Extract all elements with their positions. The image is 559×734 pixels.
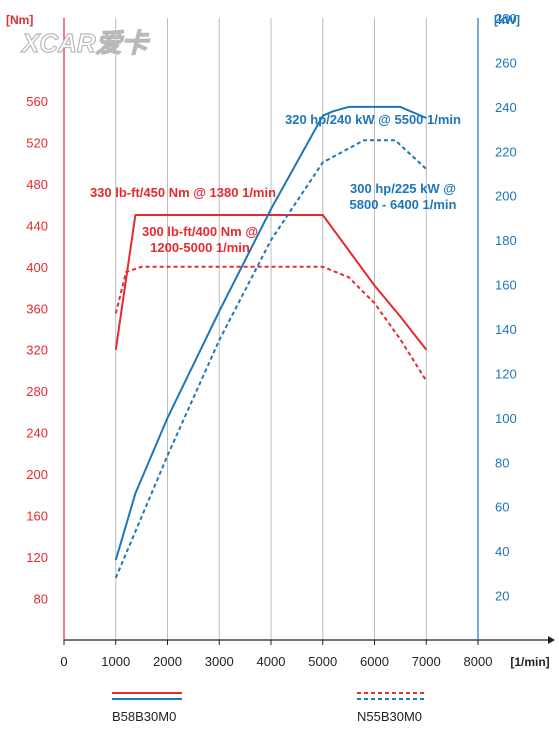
y-left-tick-label-360: 360 bbox=[26, 301, 48, 316]
y-right-tick-label-100: 100 bbox=[495, 411, 517, 426]
annotation-1-line-1: 5800 - 6400 1/min bbox=[350, 197, 457, 212]
legend-1-label: N55B30M0 bbox=[357, 709, 422, 724]
annotation-3-line-0: 300 lb-ft/400 Nm @ bbox=[142, 224, 258, 239]
x-tick-label-5000: 5000 bbox=[308, 654, 337, 669]
y-left-tick-label-520: 520 bbox=[26, 135, 48, 150]
annotation-2: 330 lb-ft/450 Nm @ 1380 1/min bbox=[90, 185, 276, 200]
y-left-tick-label-200: 200 bbox=[26, 467, 48, 482]
y-right-tick-label-120: 120 bbox=[495, 366, 517, 381]
n55b30m0-torque-line bbox=[114, 265, 428, 382]
x-tick-label-3000: 3000 bbox=[205, 654, 234, 669]
annotations: 320 hp/240 kW @ 5500 1/min 300 hp/225 kW … bbox=[90, 112, 461, 255]
y-right-unit: [kW] bbox=[494, 13, 520, 27]
y-left-tick-label-160: 160 bbox=[26, 509, 48, 524]
y-left-tick-label-120: 120 bbox=[26, 550, 48, 565]
annotation-0: 320 hp/240 kW @ 5500 1/min bbox=[285, 112, 461, 127]
annotation-2-line-0: 330 lb-ft/450 Nm @ 1380 1/min bbox=[90, 185, 276, 200]
x-tick-label-7000: 7000 bbox=[412, 654, 441, 669]
legend-0-label: B58B30M0 bbox=[112, 709, 176, 724]
annotation-3-line-1: 1200-5000 1/min bbox=[150, 240, 250, 255]
annotation-0-line-0: 320 hp/240 kW @ 5500 1/min bbox=[285, 112, 461, 127]
y-right-tick-label-180: 180 bbox=[495, 233, 517, 248]
y-left-unit: [Nm] bbox=[6, 13, 33, 27]
y-left-tick-label-480: 480 bbox=[26, 177, 48, 192]
y-right-tick-label-140: 140 bbox=[495, 322, 517, 337]
series-lines bbox=[114, 105, 428, 579]
x-tick-label-4000: 4000 bbox=[257, 654, 286, 669]
watermark-logo: XCAR爱卡 bbox=[20, 28, 151, 58]
y-right-tick-label-80: 80 bbox=[495, 455, 509, 470]
x-tick-label-8000: 8000 bbox=[464, 654, 493, 669]
x-axis-arrow bbox=[548, 636, 555, 644]
annotation-3: 300 lb-ft/400 Nm @1200-5000 1/min bbox=[142, 224, 258, 255]
y-right-tick-label-160: 160 bbox=[495, 278, 517, 293]
y-right-tick-label-260: 260 bbox=[495, 55, 517, 70]
tick-labels: 0 1000 2000 3000 4000 5000 6000 7000 8000 [1/min]… bbox=[6, 11, 550, 669]
grid bbox=[115, 18, 427, 640]
y-left-tick-label-400: 400 bbox=[26, 260, 48, 275]
y-right-tick-label-20: 20 bbox=[495, 589, 509, 604]
y-right-tick-label-200: 200 bbox=[495, 189, 517, 204]
y-left-tick-label-320: 320 bbox=[26, 343, 48, 358]
y-left-tick-label-240: 240 bbox=[26, 426, 48, 441]
b58b30m0-torque-line bbox=[114, 214, 428, 351]
y-left-tick-label-440: 440 bbox=[26, 218, 48, 233]
y-left-tick-label-280: 280 bbox=[26, 384, 48, 399]
b58b30m0-power-line bbox=[114, 105, 427, 561]
y-right-tick-label-60: 60 bbox=[495, 500, 509, 515]
y-right-tick-label-40: 40 bbox=[495, 544, 509, 559]
y-left-tick-label-560: 560 bbox=[26, 94, 48, 109]
y-right-tick-label-240: 240 bbox=[495, 100, 517, 115]
y-right-tick-label-280: 280 bbox=[495, 11, 517, 26]
x-axis-unit: [1/min] bbox=[510, 655, 549, 669]
x-tick-label-6000: 6000 bbox=[360, 654, 389, 669]
x-tick-label-1000: 1000 bbox=[101, 654, 130, 669]
y-left-tick-label-80: 80 bbox=[34, 592, 48, 607]
x-tick-label-0: 0 bbox=[60, 654, 67, 669]
y-right-tick-label-220: 220 bbox=[495, 144, 517, 159]
annotation-1: 300 hp/225 kW @5800 - 6400 1/min bbox=[350, 181, 457, 212]
x-tick-label-2000: 2000 bbox=[153, 654, 182, 669]
annotation-1-line-0: 300 hp/225 kW @ bbox=[350, 181, 456, 196]
legend: B58B30M0 N55B30M0 bbox=[112, 692, 427, 724]
axes bbox=[63, 18, 555, 644]
